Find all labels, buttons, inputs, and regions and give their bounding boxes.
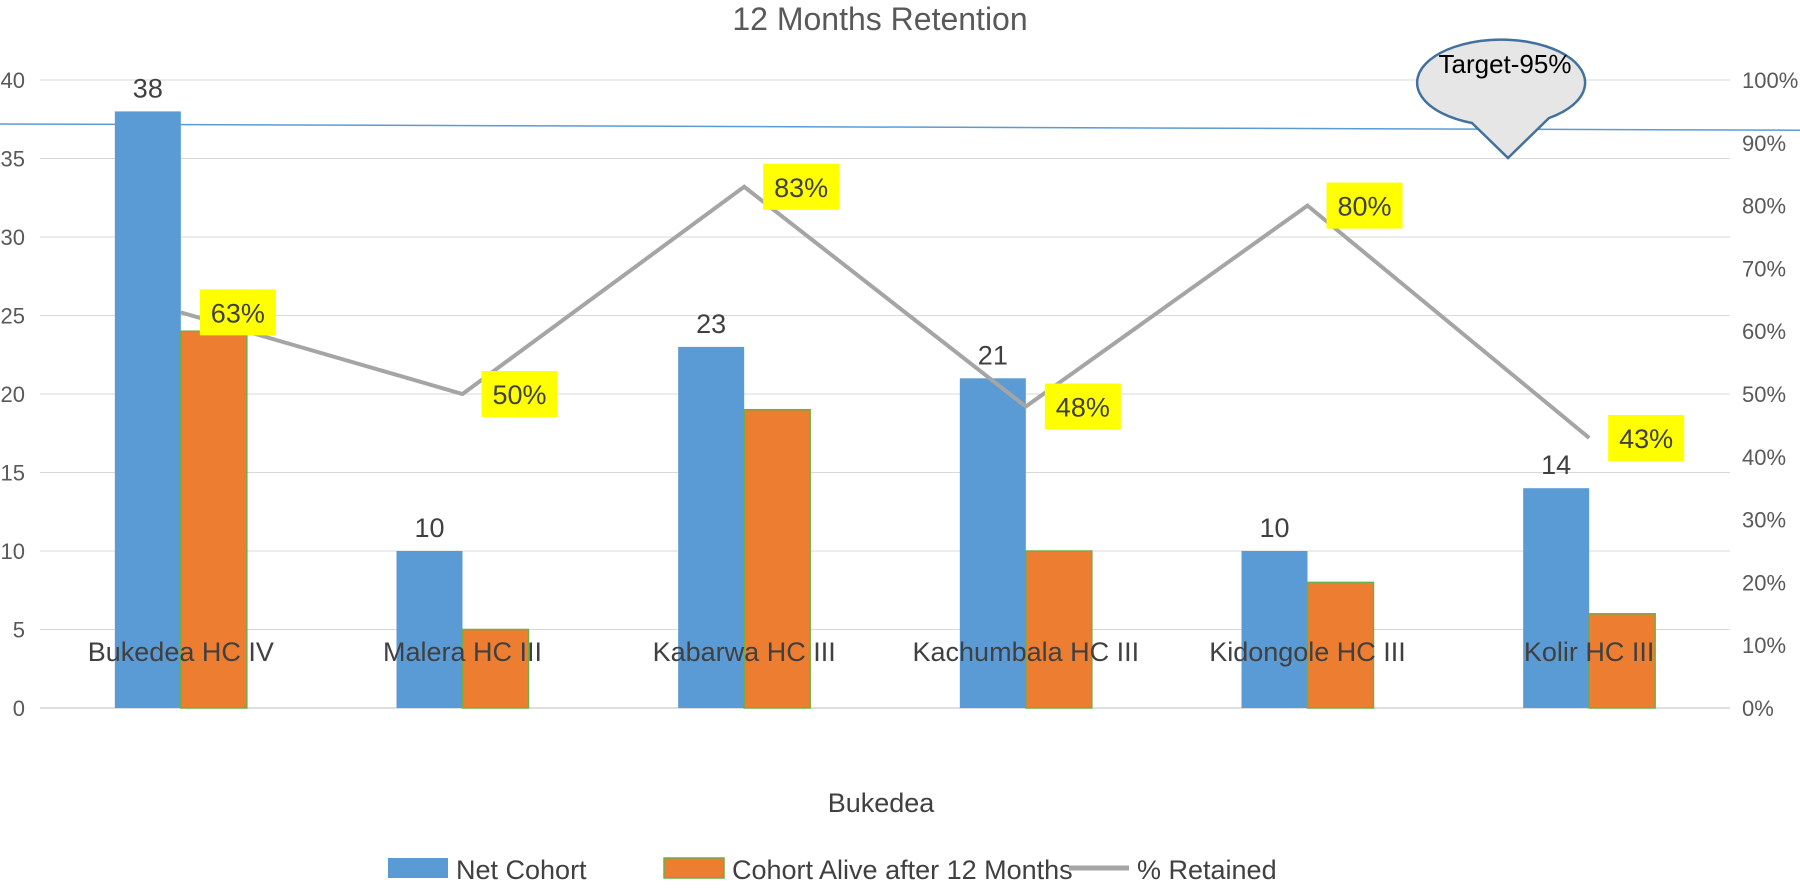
left-tick-label: 40	[1, 68, 25, 93]
retained-value-label: 43%	[1619, 424, 1673, 454]
right-tick-label: 0%	[1742, 696, 1774, 721]
net-cohort-bar	[396, 551, 463, 708]
retained-value-label: 48%	[1056, 393, 1110, 423]
right-tick-label: 70%	[1742, 256, 1786, 281]
left-tick-label: 0	[13, 696, 25, 721]
retained-line	[180, 184, 1591, 440]
retained-line-series: 63% 50% 83% 48% 80% 43%	[180, 163, 1685, 461]
target-callout-bubble	[1415, 38, 1587, 160]
bar-value-label: 14	[1541, 450, 1571, 480]
legend-alive-cohort-swatch	[663, 857, 725, 879]
bar-series: 38 10 23 21 10 14	[114, 73, 1656, 709]
left-axis: 0 5 10 15 20 25 30 35 40	[1, 68, 25, 721]
right-tick-label: 20%	[1742, 570, 1786, 595]
legend-net-cohort-swatch	[388, 858, 448, 878]
net-cohort-bar	[959, 378, 1026, 708]
net-cohort-bar	[1241, 551, 1308, 708]
right-tick-label: 60%	[1742, 319, 1786, 344]
retained-label-highlight	[1326, 182, 1403, 229]
left-tick-label: 20	[1, 382, 25, 407]
category-label: Kolir HC III	[1524, 637, 1655, 667]
right-tick-label: 40%	[1742, 445, 1786, 470]
chart-title: 12 Months Retention	[732, 1, 1027, 37]
group-label: Bukedea	[828, 788, 936, 818]
retained-label-highlight	[199, 289, 276, 336]
left-tick-label: 15	[1, 461, 25, 486]
retained-value-label: 80%	[1337, 192, 1391, 222]
retained-label-highlight	[1608, 414, 1685, 461]
bar-value-label: 21	[978, 340, 1008, 370]
target-callout: Target-95%	[1415, 38, 1587, 160]
category-label: Kidongole HC III	[1209, 637, 1406, 667]
left-tick-label: 30	[1, 225, 25, 250]
right-tick-label: 50%	[1742, 382, 1786, 407]
category-axis: Bukedea HC IV Malera HC III Kabarwa HC III…	[88, 637, 1655, 667]
right-tick-label: 10%	[1742, 633, 1786, 658]
bar-value-label: 10	[1259, 513, 1289, 543]
retained-value-label: 63%	[211, 298, 265, 328]
net-cohort-bar	[678, 346, 745, 708]
alive-cohort-bar	[743, 408, 811, 709]
left-tick-label: 5	[13, 618, 25, 643]
net-cohort-bar	[1523, 488, 1590, 708]
left-tick-label: 25	[1, 304, 25, 329]
alive-cohort-bar	[1025, 550, 1093, 709]
gridlines	[40, 79, 1730, 709]
retained-value-label: 83%	[774, 173, 828, 203]
alive-cohort-bar	[461, 628, 530, 709]
net-cohort-bar	[114, 111, 181, 708]
category-label: Kabarwa HC III	[653, 637, 836, 667]
category-label: Malera HC III	[383, 637, 542, 667]
category-label: Kachumbala HC III	[913, 637, 1140, 667]
retained-label-highlight	[763, 163, 840, 210]
retained-label-highlight	[481, 371, 558, 417]
target-callout-label: Target-95%	[1439, 49, 1572, 79]
right-axis: 0% 10% 20% 30% 40% 50% 60% 70% 80% 90% 100%	[1742, 68, 1798, 721]
right-tick-label: 80%	[1742, 194, 1786, 219]
bar-value-label: 10	[414, 513, 444, 543]
right-tick-label: 30%	[1742, 508, 1786, 533]
alive-cohort-bar	[1306, 581, 1375, 709]
legend-alive-cohort-label: Cohort Alive after 12 Months	[732, 855, 1073, 885]
alive-cohort-bar	[1588, 613, 1656, 709]
left-tick-label: 10	[1, 539, 25, 564]
bar-value-label: 23	[696, 309, 726, 339]
bar-value-label: 38	[133, 73, 163, 103]
legend-retained-label: % Retained	[1137, 855, 1277, 885]
left-tick-label: 35	[1, 147, 25, 172]
right-tick-label: 90%	[1742, 131, 1786, 156]
retained-label-highlight	[1044, 383, 1121, 430]
legend: Net Cohort Cohort Alive after 12 Months % …	[388, 855, 1277, 885]
right-tick-label: 100%	[1742, 68, 1798, 93]
category-label: Bukedea HC IV	[88, 637, 274, 667]
retained-value-label: 50%	[492, 380, 546, 410]
alive-cohort-bar	[180, 330, 248, 709]
legend-net-cohort-label: Net Cohort	[456, 855, 587, 885]
